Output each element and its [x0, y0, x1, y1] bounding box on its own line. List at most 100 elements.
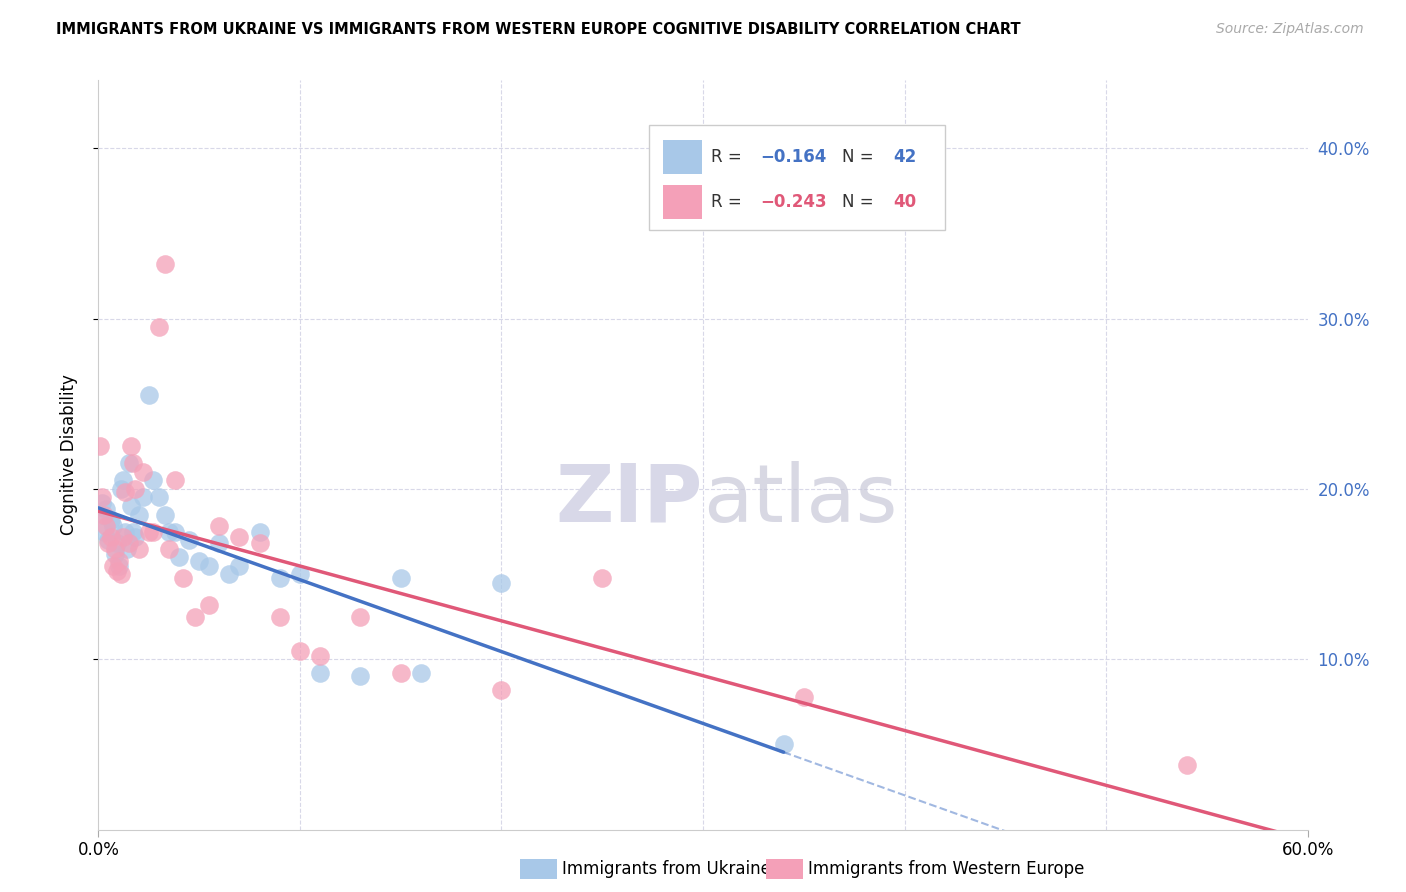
Point: [107, 558, 129, 573]
Point: [157, 541, 180, 556]
Point: [120, 439, 142, 453]
Point: [91, 495, 114, 509]
Point: [591, 570, 613, 584]
Point: [124, 482, 146, 496]
Point: [269, 609, 291, 624]
Point: [179, 533, 201, 547]
Point: [96, 519, 118, 533]
Text: N =: N =: [842, 194, 879, 211]
Point: [288, 644, 311, 658]
Point: [491, 575, 513, 590]
FancyBboxPatch shape: [648, 125, 945, 230]
Point: [89, 439, 111, 453]
Point: [228, 558, 250, 573]
Point: [93, 524, 115, 539]
Point: [110, 567, 132, 582]
Text: ZIP: ZIP: [555, 461, 703, 539]
Point: [103, 541, 125, 556]
Point: [121, 524, 143, 539]
Point: [105, 536, 128, 550]
Bar: [664, 186, 702, 219]
Point: [111, 474, 134, 488]
Point: [208, 536, 231, 550]
Point: [198, 558, 221, 573]
Text: N =: N =: [842, 148, 879, 167]
Point: [97, 533, 120, 547]
Point: [142, 474, 165, 488]
Point: [120, 499, 142, 513]
Point: [198, 598, 221, 612]
Point: [105, 564, 128, 578]
Point: [101, 519, 124, 533]
Point: [491, 682, 513, 697]
Point: [188, 553, 211, 567]
Point: [121, 457, 143, 471]
Bar: [664, 140, 702, 174]
Point: [148, 320, 170, 334]
Point: [409, 665, 432, 680]
Point: [389, 570, 412, 584]
Text: R =: R =: [711, 148, 748, 167]
Point: [1175, 757, 1198, 772]
Point: [132, 491, 155, 505]
Point: [142, 524, 165, 539]
Point: [110, 482, 132, 496]
Text: 42: 42: [893, 148, 917, 167]
Point: [772, 738, 794, 752]
Point: [100, 513, 122, 527]
Point: [249, 524, 271, 539]
Point: [96, 502, 118, 516]
Point: [389, 665, 412, 680]
Text: −0.243: −0.243: [759, 194, 827, 211]
Point: [114, 524, 136, 539]
Point: [138, 388, 160, 402]
Text: R =: R =: [711, 194, 748, 211]
Text: atlas: atlas: [703, 461, 897, 539]
Point: [91, 491, 114, 505]
Point: [249, 536, 271, 550]
Point: [132, 465, 155, 479]
Y-axis label: Cognitive Disability: Cognitive Disability: [59, 375, 77, 535]
Point: [124, 530, 146, 544]
Text: −0.164: −0.164: [759, 148, 827, 167]
Point: [157, 524, 180, 539]
Point: [167, 550, 190, 565]
Text: Source: ZipAtlas.com: Source: ZipAtlas.com: [1216, 22, 1364, 37]
Point: [115, 541, 138, 556]
Point: [93, 508, 115, 522]
Text: 40: 40: [893, 194, 915, 211]
Point: [111, 530, 134, 544]
Text: Immigrants from Western Europe: Immigrants from Western Europe: [808, 860, 1085, 878]
Point: [172, 570, 194, 584]
Point: [153, 508, 176, 522]
Point: [163, 524, 186, 539]
Point: [269, 570, 291, 584]
Point: [114, 485, 136, 500]
Point: [349, 609, 371, 624]
Point: [118, 536, 141, 550]
Point: [218, 567, 240, 582]
Point: [128, 508, 150, 522]
Point: [107, 553, 129, 567]
Point: [184, 609, 207, 624]
Point: [153, 257, 176, 271]
Point: [793, 690, 815, 704]
Point: [309, 648, 332, 663]
Point: [228, 530, 250, 544]
Point: [309, 665, 332, 680]
Point: [163, 474, 186, 488]
Text: Immigrants from Ukraine: Immigrants from Ukraine: [562, 860, 772, 878]
Point: [288, 567, 311, 582]
Text: IMMIGRANTS FROM UKRAINE VS IMMIGRANTS FROM WESTERN EUROPE COGNITIVE DISABILITY C: IMMIGRANTS FROM UKRAINE VS IMMIGRANTS FR…: [56, 22, 1021, 37]
Point: [103, 547, 125, 561]
Point: [148, 491, 170, 505]
Point: [138, 524, 160, 539]
Point: [118, 457, 141, 471]
Point: [128, 541, 150, 556]
Point: [101, 558, 124, 573]
Point: [97, 536, 120, 550]
Point: [100, 530, 122, 544]
Point: [89, 508, 111, 522]
Point: [208, 519, 231, 533]
Point: [349, 669, 371, 683]
